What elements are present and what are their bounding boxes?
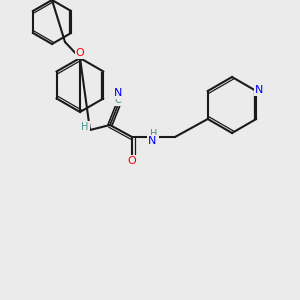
Text: O: O [76, 48, 84, 58]
Text: N: N [255, 85, 263, 95]
Text: C: C [115, 95, 122, 105]
Text: N: N [114, 88, 122, 98]
Text: H: H [150, 129, 158, 139]
Text: H: H [81, 122, 89, 132]
Text: O: O [128, 156, 136, 166]
Text: N: N [148, 136, 156, 146]
